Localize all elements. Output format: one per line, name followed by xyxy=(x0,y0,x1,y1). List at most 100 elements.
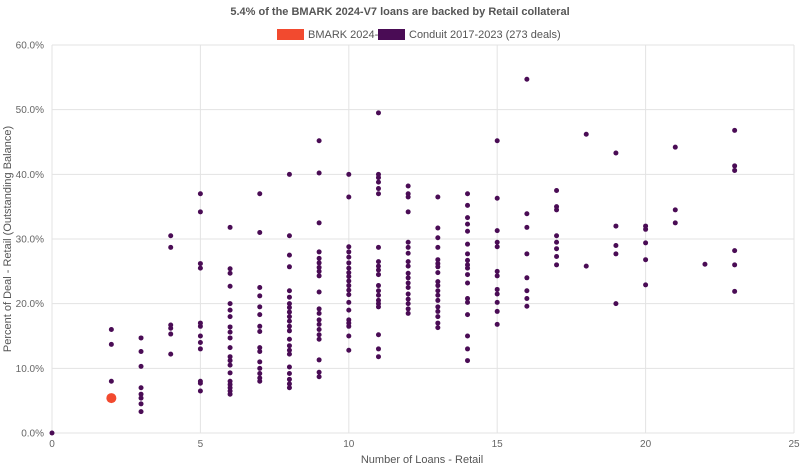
conduit-point[interactable] xyxy=(286,309,292,315)
conduit-point[interactable] xyxy=(554,239,560,245)
conduit-point[interactable] xyxy=(346,254,352,260)
conduit-point[interactable] xyxy=(435,320,441,326)
conduit-point[interactable] xyxy=(197,346,203,352)
conduit-point[interactable] xyxy=(465,202,471,208)
conduit-point[interactable] xyxy=(732,262,738,268)
conduit-point[interactable] xyxy=(316,268,322,274)
conduit-point[interactable] xyxy=(375,304,381,310)
conduit-point[interactable] xyxy=(554,246,560,252)
conduit-point[interactable] xyxy=(732,248,738,254)
conduit-point[interactable] xyxy=(227,354,233,360)
conduit-point[interactable] xyxy=(405,244,411,250)
conduit-point[interactable] xyxy=(257,345,263,351)
conduit-point[interactable] xyxy=(732,288,738,294)
conduit-point[interactable] xyxy=(197,388,203,394)
conduit-point[interactable] xyxy=(316,306,322,312)
conduit-point[interactable] xyxy=(227,224,233,230)
conduit-point[interactable] xyxy=(286,328,292,334)
conduit-point[interactable] xyxy=(227,370,233,376)
conduit-point[interactable] xyxy=(316,260,322,266)
conduit-point[interactable] xyxy=(316,310,322,316)
conduit-point[interactable] xyxy=(405,250,411,256)
conduit-point[interactable] xyxy=(197,191,203,197)
conduit-point[interactable] xyxy=(465,280,471,286)
conduit-point[interactable] xyxy=(494,321,500,327)
conduit-point[interactable] xyxy=(286,233,292,239)
conduit-point[interactable] xyxy=(494,268,500,274)
conduit-point[interactable] xyxy=(227,391,233,397)
conduit-point[interactable] xyxy=(583,131,589,137)
conduit-point[interactable] xyxy=(286,351,292,357)
conduit-point[interactable] xyxy=(494,299,500,305)
conduit-point[interactable] xyxy=(494,244,500,250)
conduit-point[interactable] xyxy=(257,378,263,384)
conduit-point[interactable] xyxy=(494,239,500,245)
conduit-point[interactable] xyxy=(286,171,292,177)
conduit-point[interactable] xyxy=(316,357,322,363)
conduit-point[interactable] xyxy=(405,183,411,189)
conduit-point[interactable] xyxy=(375,259,381,265)
conduit-point[interactable] xyxy=(138,395,144,401)
conduit-point[interactable] xyxy=(346,274,352,280)
conduit-point[interactable] xyxy=(494,195,500,201)
conduit-point[interactable] xyxy=(435,270,441,276)
conduit-point[interactable] xyxy=(168,244,174,250)
conduit-point[interactable] xyxy=(286,376,292,382)
conduit-point[interactable] xyxy=(732,127,738,133)
conduit-point[interactable] xyxy=(138,335,144,341)
conduit-point[interactable] xyxy=(257,365,263,371)
conduit-point[interactable] xyxy=(643,240,649,246)
conduit-point[interactable] xyxy=(375,354,381,360)
conduit-point[interactable] xyxy=(375,175,381,181)
conduit-point[interactable] xyxy=(227,324,233,330)
conduit-point[interactable] xyxy=(257,230,263,236)
conduit-point[interactable] xyxy=(286,318,292,324)
conduit-point[interactable] xyxy=(138,409,144,415)
conduit-point[interactable] xyxy=(702,261,708,267)
conduit-point[interactable] xyxy=(316,220,322,226)
conduit-point[interactable] xyxy=(554,188,560,193)
conduit-point[interactable] xyxy=(168,331,174,337)
conduit-point[interactable] xyxy=(405,310,411,316)
conduit-point[interactable] xyxy=(257,323,263,329)
conduit-point[interactable] xyxy=(465,215,471,221)
conduit-point[interactable] xyxy=(613,301,619,307)
conduit-point[interactable] xyxy=(346,333,352,339)
conduit-point[interactable] xyxy=(227,314,233,320)
conduit-point[interactable] xyxy=(643,282,649,288)
conduit-point[interactable] xyxy=(227,335,233,341)
conduit-point[interactable] xyxy=(227,266,233,272)
conduit-point[interactable] xyxy=(554,207,560,213)
conduit-point[interactable] xyxy=(405,291,411,297)
conduit-point[interactable] xyxy=(286,385,292,391)
conduit-point[interactable] xyxy=(346,270,352,276)
conduit-point[interactable] xyxy=(375,179,381,185)
conduit-point[interactable] xyxy=(643,257,649,263)
conduit-point[interactable] xyxy=(197,209,203,215)
conduit-point[interactable] xyxy=(405,301,411,307)
conduit-point[interactable] xyxy=(257,191,263,197)
conduit-point[interactable] xyxy=(494,138,500,144)
conduit-point[interactable] xyxy=(494,286,500,292)
conduit-point[interactable] xyxy=(405,194,411,200)
conduit-point[interactable] xyxy=(375,283,381,289)
conduit-point[interactable] xyxy=(405,209,411,215)
conduit-point[interactable] xyxy=(435,325,441,331)
conduit-point[interactable] xyxy=(524,288,530,294)
conduit-point[interactable] xyxy=(613,223,619,229)
conduit-point[interactable] xyxy=(346,265,352,271)
conduit-point[interactable] xyxy=(346,244,352,250)
conduit-point[interactable] xyxy=(405,275,411,281)
conduit-point[interactable] xyxy=(375,272,381,278)
conduit-point[interactable] xyxy=(465,221,471,227)
conduit-point[interactable] xyxy=(138,385,144,391)
conduit-point[interactable] xyxy=(524,303,530,309)
conduit-point[interactable] xyxy=(108,378,114,384)
conduit-point[interactable] xyxy=(375,292,381,298)
conduit-point[interactable] xyxy=(286,288,292,294)
conduit-point[interactable] xyxy=(465,299,471,305)
conduit-point[interactable] xyxy=(138,349,144,355)
conduit-point[interactable] xyxy=(257,285,263,290)
conduit-point[interactable] xyxy=(257,304,263,310)
conduit-point[interactable] xyxy=(227,345,233,351)
